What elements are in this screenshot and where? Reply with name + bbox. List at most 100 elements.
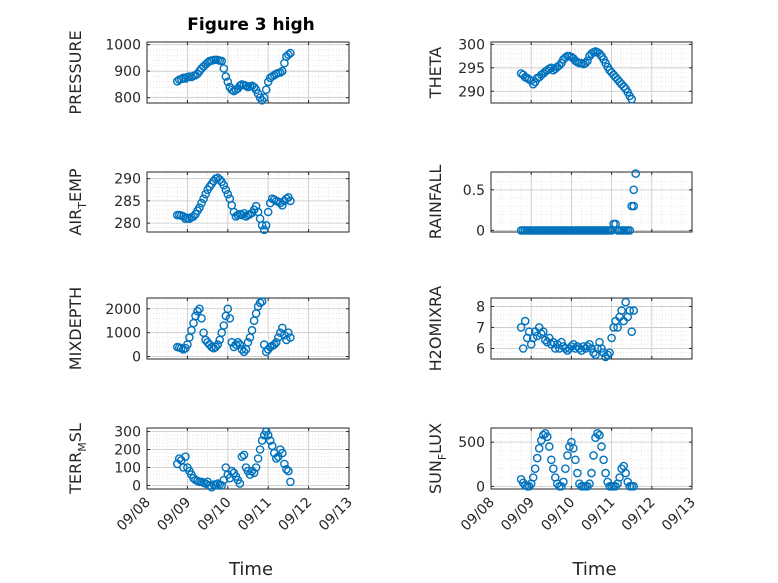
data-point [223, 304, 233, 314]
panel-7-ylabel-tail: LUX [426, 423, 445, 454]
panel-2-ylabel-tail: EMP [66, 168, 85, 202]
panel-2-ytick-label: 285 [114, 194, 141, 210]
data-point [537, 436, 546, 445]
panel-4-axes-box [146, 297, 350, 360]
panel-7-xtick-label: 09/12 [619, 495, 659, 535]
data-point [573, 468, 582, 478]
data-point [235, 479, 245, 488]
panel-0-ylabel-main: PRESSURE [66, 30, 85, 114]
panel-1-ytick-label: 300 [458, 37, 485, 53]
panel-6-ylabel-tail: SL [66, 423, 85, 442]
panel-5-series [516, 297, 639, 362]
data-point [613, 323, 622, 332]
data-point [261, 85, 271, 94]
panel-2-axes-box [146, 171, 350, 233]
panel-7-ylabel-main: SUN [426, 460, 445, 494]
data-point [557, 337, 566, 347]
panel-6-y-axis-label: TERRMSL [66, 423, 89, 495]
panel-5-ytick-label: 6 [476, 341, 485, 357]
data-point [286, 48, 295, 58]
panel-6-series [172, 427, 295, 492]
data-point [275, 68, 285, 77]
data-point [223, 189, 233, 199]
data-point [587, 468, 596, 478]
panel-6-ylabel-sub: M [76, 442, 89, 452]
data-point [549, 464, 558, 474]
panel-2-ylabel-sub: T [76, 202, 89, 210]
data-point [257, 220, 267, 230]
data-point [518, 344, 528, 353]
panel-0-ytick-label: 900 [114, 64, 141, 80]
panel-5-axes-box [490, 297, 693, 360]
panel-4-ytick-label: 0 [132, 350, 141, 366]
data-point [601, 468, 610, 478]
data-point [589, 451, 598, 460]
panel-1-series [516, 47, 637, 104]
data-point [227, 85, 237, 94]
panel-4-ytick-label: 2000 [105, 302, 141, 318]
data-point [629, 481, 639, 491]
data-point [219, 64, 229, 73]
data-point [282, 464, 291, 474]
panel-7-xtick-label: 09/09 [498, 495, 538, 535]
data-point [271, 337, 281, 347]
data-point [237, 210, 247, 220]
data-point [227, 337, 237, 347]
panel-5-y-axis-label: H2OMIXRA [426, 286, 445, 372]
data-point [617, 306, 626, 315]
panel-6-xtick-label: 09/10 [195, 495, 235, 535]
data-point [253, 454, 263, 463]
data-point [599, 455, 608, 465]
data-point [627, 327, 637, 337]
data-point [227, 466, 237, 476]
data-point [530, 464, 540, 474]
panel-0-axes-box [146, 41, 350, 104]
subplot-theta: 290 295 300 THETA [426, 37, 693, 104]
data-point [225, 313, 235, 323]
data-point [284, 50, 293, 60]
subplot-mixdepth: 0 1000 2000 MIXDEPTH [66, 287, 350, 370]
data-point [615, 473, 624, 482]
panel-3-y-axis-label: RAINFALL [426, 165, 445, 240]
panel-6-axes-box [146, 427, 350, 490]
data-point [181, 452, 190, 462]
panel-5-ytick-label: 8 [476, 299, 485, 315]
panel-3-minor-grid [490, 172, 693, 232]
panel-6-x-axis-label: Time [228, 559, 273, 580]
data-point [565, 442, 574, 451]
data-point [627, 94, 637, 104]
panel-6-ytick-label: 300 [114, 425, 141, 441]
data-point [607, 333, 616, 343]
data-point [195, 304, 204, 314]
panel-7-axes-box [490, 427, 693, 490]
data-point [575, 344, 584, 353]
data-point [243, 337, 253, 347]
data-point [217, 56, 226, 66]
panel-6-xtick-label: 09/11 [235, 495, 275, 535]
data-point [569, 443, 578, 453]
data-point [284, 328, 293, 338]
panel-4-y-axis-label: MIXDEPTH [66, 287, 85, 370]
panel-2-tick-marks [146, 172, 350, 232]
data-point [555, 61, 564, 70]
data-point [215, 175, 224, 184]
panel-0-ytick-label: 1000 [105, 38, 141, 54]
data-point [251, 201, 261, 211]
data-point [221, 72, 231, 81]
panel-5-ylabel-main: H2OMIXRA [426, 286, 445, 372]
panel-4-ytick-label: 1000 [105, 326, 141, 342]
data-point [257, 297, 267, 306]
subplot-sun-flux: 0 500 SUNFLUX 09/08 09/09 09/10 09/11 09/12 09/1… [426, 423, 699, 580]
panel-5-ytick-label: 7 [476, 320, 485, 336]
data-point [547, 455, 556, 465]
data-point [284, 466, 293, 476]
data-point [593, 428, 602, 438]
data-point [257, 96, 267, 105]
panel-3-ylabel-main: RAINFALL [426, 165, 445, 240]
data-point [213, 340, 222, 349]
panel-6-ylabel-main: TERR [66, 452, 85, 495]
data-point [547, 63, 556, 73]
panel-6-ytick-label: 200 [114, 443, 141, 459]
data-point [585, 339, 594, 349]
